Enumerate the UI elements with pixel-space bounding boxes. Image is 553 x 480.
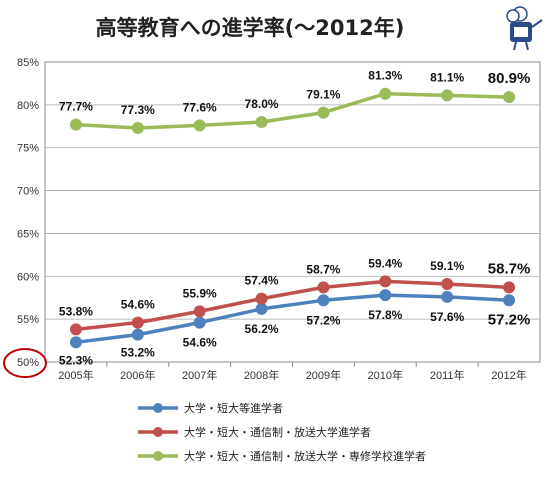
x-tick-label: 2007年 [182,368,217,382]
mascot-illustration [506,6,543,51]
data-point [441,89,454,102]
data-point [379,289,392,302]
data-point [131,316,144,329]
data-point [379,87,392,100]
data-point [379,275,392,288]
legend-marker [153,451,163,461]
y-tick-label: 60% [17,271,39,283]
data-label: 77.7% [59,100,93,114]
series-line [74,293,511,345]
data-label: 57.2% [306,313,340,327]
data-point [69,323,82,336]
data-point [317,281,330,294]
data-point [255,116,268,128]
series-line [74,279,511,332]
data-label: 58.7% [488,260,531,277]
data-label: 78.0% [245,97,279,111]
x-tick-label: 2012年 [491,368,526,382]
x-tick-label: 2010年 [368,368,403,382]
data-point [193,119,206,132]
data-point [255,302,268,315]
data-label: 55.9% [183,286,217,300]
data-label: 59.4% [368,256,402,270]
data-label: 57.2% [488,311,531,328]
data-label: 58.7% [306,262,340,276]
data-label: 53.8% [59,304,93,318]
data-label: 81.1% [430,70,464,84]
data-point [503,91,516,104]
data-point [193,316,206,329]
chart-title: 高等教育への進学率(～2012年) [96,16,405,40]
data-point [255,292,268,305]
data-label: 77.3% [121,103,155,117]
data-label: 53.2% [121,346,155,360]
data-label: 81.3% [368,69,402,83]
data-point [441,278,454,290]
series-line [74,91,511,130]
data-point [131,122,144,134]
data-label: 80.9% [488,70,531,87]
x-tick-label: 2009年 [306,368,341,382]
y-tick-label: 70% [17,186,39,198]
data-label: 57.6% [430,310,464,324]
y-tick-label: 55% [17,314,39,326]
data-point [317,106,330,119]
data-point [131,328,144,341]
legend-marker [153,427,163,437]
data-label: 77.6% [183,100,217,114]
data-label: 54.6% [121,298,155,312]
x-tick-label: 2011年 [430,368,465,382]
data-label: 57.8% [368,308,402,322]
legend-marker [153,403,163,413]
data-point [317,294,330,307]
data-label: 79.1% [306,88,340,102]
x-tick-label: 2006年 [120,368,155,382]
data-point [503,281,516,294]
y-tick-label: 50% [17,357,39,369]
data-point [193,305,206,318]
y-tick-label: 85% [17,57,39,69]
y-tick-label: 75% [17,143,39,155]
data-label: 57.4% [245,274,279,288]
legend-label: 大学・短大・通信制・放送大学・専修学校進学者 [184,449,426,463]
x-tick-label: 2005年 [58,368,93,382]
y-tick-label: 80% [17,100,39,112]
legend-label: 大学・短大等進学者 [184,401,283,415]
data-point [69,118,82,131]
data-label: 54.6% [183,336,217,350]
data-point [441,290,454,303]
x-tick-label: 2008年 [244,368,279,382]
data-label: 56.2% [245,322,279,336]
axis-annotation-circle [3,348,47,378]
data-label: 52.3% [59,353,93,367]
legend-label: 大学・短大・通信制・放送大学進学者 [184,425,371,439]
data-label: 59.1% [430,259,464,273]
y-tick-label: 65% [17,228,39,240]
data-point [69,336,82,349]
data-point [503,294,516,307]
